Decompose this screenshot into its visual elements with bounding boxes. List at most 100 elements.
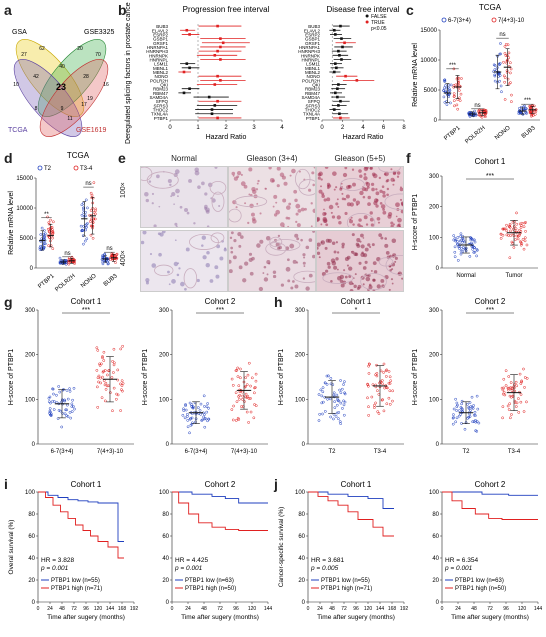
x-tick-label: 2 bbox=[341, 125, 345, 131]
data-point bbox=[116, 378, 120, 382]
tissue-nucleus bbox=[258, 286, 264, 291]
data-point bbox=[203, 425, 207, 429]
data-point bbox=[453, 255, 457, 259]
x-tick-label: 144 bbox=[106, 606, 115, 612]
data-point bbox=[382, 362, 386, 366]
data-point bbox=[65, 408, 69, 412]
data-point bbox=[442, 95, 446, 99]
data-point bbox=[515, 401, 519, 405]
tissue-gland bbox=[378, 167, 401, 173]
tissue-nucleus bbox=[174, 239, 177, 242]
data-point bbox=[493, 79, 497, 83]
tissue-nucleus bbox=[302, 261, 306, 265]
data-point bbox=[493, 68, 497, 71]
data-point bbox=[388, 402, 392, 406]
data-point bbox=[515, 234, 519, 238]
x-tick-label: 48 bbox=[329, 606, 335, 612]
significance-label: * bbox=[355, 307, 358, 314]
data-point bbox=[102, 379, 106, 382]
tissue-nucleus bbox=[367, 243, 371, 247]
data-point bbox=[230, 408, 234, 411]
x-tick-label: 7(4+3)-10 bbox=[97, 449, 124, 455]
category-label: QKI bbox=[312, 83, 320, 88]
tissue-nucleus bbox=[358, 169, 362, 173]
category-label: SFPQ bbox=[308, 99, 321, 104]
data-point bbox=[501, 233, 505, 237]
chart-title: Cohort 2 bbox=[475, 480, 506, 489]
tissue-nucleus bbox=[324, 167, 329, 169]
x-tick-label: 3 bbox=[252, 125, 256, 131]
y-tick-label: 80 bbox=[28, 512, 35, 518]
tissue-nucleus bbox=[370, 223, 375, 227]
tissue-nucleus bbox=[230, 231, 234, 235]
data-point bbox=[333, 406, 337, 410]
category-label: HNRNPH3 bbox=[146, 49, 168, 54]
hazard-point bbox=[333, 70, 336, 74]
data-point bbox=[194, 420, 197, 424]
data-point bbox=[384, 375, 388, 378]
tissue-nucleus bbox=[240, 173, 243, 176]
data-point bbox=[376, 389, 379, 393]
data-point bbox=[508, 394, 512, 398]
panel-label-e: e bbox=[118, 150, 126, 166]
data-point bbox=[114, 397, 118, 401]
data-point bbox=[63, 412, 67, 416]
tissue-nucleus bbox=[370, 182, 375, 187]
tissue-nucleus bbox=[219, 256, 224, 261]
data-point bbox=[182, 409, 186, 412]
data-point bbox=[51, 230, 54, 233]
data-point bbox=[375, 363, 378, 367]
data-point bbox=[110, 254, 113, 258]
tissue-nucleus bbox=[302, 277, 306, 280]
data-point bbox=[43, 236, 46, 239]
data-point bbox=[51, 247, 55, 251]
data-point bbox=[514, 238, 517, 241]
data-point bbox=[460, 402, 463, 406]
tissue-nucleus bbox=[248, 167, 253, 172]
x-tick-label: 8 bbox=[402, 125, 406, 131]
data-point bbox=[112, 347, 116, 351]
tissue-nucleus bbox=[204, 192, 208, 196]
data-point bbox=[323, 381, 327, 385]
data-point bbox=[189, 423, 193, 427]
data-point bbox=[70, 255, 74, 259]
hazard-point bbox=[213, 83, 217, 86]
data-point bbox=[89, 224, 93, 228]
tissue-nucleus bbox=[331, 261, 337, 266]
data-point bbox=[453, 94, 456, 98]
tissue-nucleus bbox=[320, 240, 325, 245]
data-point bbox=[367, 405, 370, 409]
data-point bbox=[459, 249, 463, 253]
tissue-gland bbox=[154, 264, 174, 277]
tissue-nucleus bbox=[381, 284, 385, 289]
data-point bbox=[475, 394, 479, 398]
tissue-nucleus bbox=[256, 202, 259, 205]
tissue-nucleus bbox=[188, 179, 192, 183]
tissue-nucleus bbox=[337, 205, 340, 208]
tissue-nucleus bbox=[401, 277, 403, 280]
tissue-nucleus bbox=[209, 279, 214, 283]
data-point bbox=[458, 409, 461, 412]
hazard-point bbox=[333, 108, 336, 111]
data-point bbox=[473, 410, 477, 414]
data-point bbox=[236, 416, 240, 420]
hazard-point bbox=[340, 58, 343, 61]
data-point bbox=[525, 377, 529, 380]
chart-title: Cohort 1 bbox=[341, 480, 372, 489]
data-point bbox=[61, 412, 64, 415]
legend-label-p: p<0.05 bbox=[371, 26, 387, 32]
data-point bbox=[64, 408, 68, 412]
x-tick-label: 24 bbox=[185, 606, 191, 612]
tissue-nucleus bbox=[296, 237, 300, 241]
data-point bbox=[468, 255, 472, 258]
data-point bbox=[455, 416, 459, 420]
y-tick-label: 20 bbox=[432, 578, 439, 584]
data-point bbox=[201, 418, 204, 422]
legend-label: PTBP1 low (n=55) bbox=[321, 578, 370, 584]
tissue-nucleus bbox=[339, 279, 344, 284]
tissue-nucleus bbox=[363, 173, 367, 176]
hazard-point bbox=[216, 116, 219, 120]
tissue-nucleus bbox=[252, 189, 257, 195]
legend-label: PTBP1 low (n=63) bbox=[185, 578, 234, 584]
data-point bbox=[455, 405, 459, 408]
